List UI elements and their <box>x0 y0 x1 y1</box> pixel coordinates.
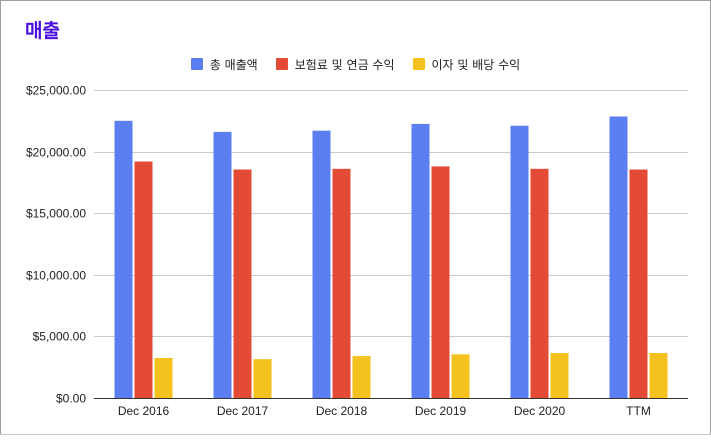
x-tick-label: TTM <box>626 404 651 418</box>
bar-total-revenue <box>411 123 430 399</box>
bar-interest-dividend <box>550 353 569 398</box>
legend-swatch-premium-revenue <box>275 58 288 70</box>
y-tick-label: $10,000.00 <box>26 269 86 283</box>
bar-interest-dividend <box>451 354 470 398</box>
bar-premium-revenue <box>233 169 252 398</box>
chart-legend: 총 매출액 보험료 및 연금 수익 이자 및 배당 수익 <box>0 54 711 74</box>
y-tick-label: $25,000.00 <box>26 84 86 98</box>
bar-interest-dividend <box>649 353 668 398</box>
bar-premium-revenue <box>530 168 549 398</box>
legend-label-premium-revenue: 보험료 및 연금 수익 <box>294 57 395 72</box>
bar-total-revenue <box>510 125 529 398</box>
y-tick-label: $0.00 <box>56 392 86 406</box>
y-tick-label: $20,000.00 <box>26 146 86 160</box>
bar-premium-revenue <box>431 166 450 398</box>
bar-premium-revenue <box>629 169 648 398</box>
legend-label-interest-dividend: 이자 및 배당 수익 <box>431 57 521 72</box>
x-tick-label: Dec 2016 <box>118 404 170 418</box>
y-tick-label: $5,000.00 <box>33 330 87 344</box>
legend-item-total-revenue[interactable]: 총 매출액 <box>190 56 258 73</box>
bar-interest-dividend <box>253 359 272 398</box>
bar-total-revenue <box>114 120 133 399</box>
bottom-strip <box>0 434 711 443</box>
legend-item-interest-dividend[interactable]: 이자 및 배당 수익 <box>412 56 521 73</box>
legend-swatch-total-revenue <box>190 58 203 70</box>
y-tick-label: $15,000.00 <box>26 207 86 221</box>
chart-title: 매출 <box>25 20 60 42</box>
legend-label-total-revenue: 총 매출액 <box>209 57 258 72</box>
bar-interest-dividend <box>352 356 371 398</box>
bar-total-revenue <box>213 131 232 398</box>
x-tick-label: Dec 2020 <box>514 404 566 418</box>
x-tick-label: Dec 2019 <box>415 404 467 418</box>
x-tick-label: Dec 2018 <box>316 404 368 418</box>
legend-item-premium-revenue[interactable]: 보험료 및 연금 수익 <box>275 56 395 73</box>
bar-total-revenue <box>609 116 628 398</box>
bar-premium-revenue <box>134 161 153 398</box>
bar-total-revenue <box>312 130 331 398</box>
bar-interest-dividend <box>154 358 173 398</box>
x-tick-label: Dec 2017 <box>217 404 269 418</box>
bar-premium-revenue <box>332 168 351 398</box>
legend-swatch-interest-dividend <box>412 58 425 70</box>
